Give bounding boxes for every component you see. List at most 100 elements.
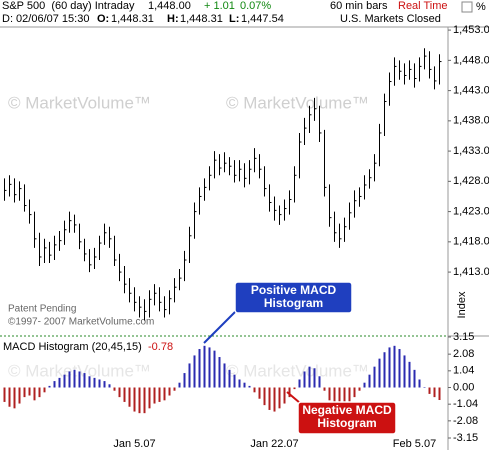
histogram-bar	[383, 352, 386, 388]
histogram-bar	[93, 377, 96, 388]
histogram-bar	[163, 387, 166, 401]
x-tick-label: Feb 5.07	[393, 438, 436, 450]
y-tick-label: 3.15	[453, 331, 474, 343]
histogram-bar	[113, 387, 116, 391]
histogram-bar	[438, 387, 441, 401]
histogram-bar	[358, 387, 361, 391]
histogram-bar	[208, 347, 211, 388]
y-tick-label: 1,443.00	[453, 85, 489, 97]
histogram-bar	[228, 369, 231, 388]
histogram-bar	[78, 371, 81, 388]
histogram-bar	[328, 387, 331, 401]
histogram-bar	[413, 369, 416, 388]
high-label: H:	[167, 13, 179, 25]
watermark: © MarketVolume™	[8, 93, 151, 112]
histogram-bar	[98, 379, 101, 388]
histogram-bar	[428, 387, 431, 394]
feed: Real Time	[398, 0, 448, 12]
histogram-bar	[373, 366, 376, 388]
histogram-bar	[63, 374, 66, 388]
y-tick-label: -3.15	[453, 432, 478, 444]
histogram-bar	[148, 387, 151, 409]
histogram-bar	[33, 387, 36, 401]
histogram-bar	[23, 387, 26, 398]
y-tick-label: 1.04	[453, 365, 474, 377]
histogram-bar	[143, 387, 146, 414]
histogram-bar	[123, 387, 126, 402]
histogram-bar	[278, 387, 281, 409]
histogram-bar	[183, 373, 186, 388]
histogram-bar	[198, 349, 201, 388]
open-label: O:	[97, 13, 109, 25]
note: ©1997- 2007 MarketVolume.com	[8, 317, 154, 328]
histogram-bar	[393, 345, 396, 388]
y-tick-label: 1,418.00	[453, 236, 489, 248]
y-tick-label: 1,413.00	[453, 266, 489, 278]
callout-arrow	[203, 310, 237, 344]
y-tick-label: 1,428.00	[453, 175, 489, 187]
histogram-bar	[323, 387, 326, 391]
histogram-bar	[308, 366, 311, 388]
histogram-bar	[233, 374, 236, 388]
macd-title: MACD Histogram (20,45,15)	[3, 341, 142, 353]
histogram-bar	[273, 387, 276, 412]
y-tick-label: 2.08	[453, 348, 474, 360]
low: 1,447.54	[241, 13, 284, 25]
watermark: © MarketVolume™	[226, 361, 369, 380]
histogram-bar	[168, 387, 171, 396]
histogram-bar	[178, 382, 181, 388]
histogram-bar	[88, 376, 91, 388]
histogram-bar	[238, 379, 241, 388]
histogram-bar	[48, 385, 51, 388]
histogram-bar	[38, 387, 41, 398]
histogram-bar	[268, 387, 271, 410]
histogram-bar	[283, 387, 286, 404]
callout-text: Negative MACD	[302, 403, 392, 417]
axis-label: Index	[456, 291, 468, 318]
histogram-bar	[218, 357, 221, 388]
note: Patent Pending	[8, 304, 76, 315]
histogram-bar	[188, 363, 191, 388]
histogram-bar	[293, 387, 296, 390]
histogram-bar	[303, 371, 306, 388]
y-tick-label: -1.04	[453, 398, 478, 410]
histogram-bar	[138, 387, 141, 414]
callout-arrow	[286, 391, 301, 404]
percent-toggle[interactable]: %	[476, 1, 486, 13]
histogram-bar	[248, 385, 251, 388]
histogram-bar	[378, 358, 381, 388]
histogram-bar	[243, 382, 246, 388]
histogram-bar	[213, 350, 216, 388]
interval: 60 min bars	[330, 0, 388, 12]
high: 1,448.31	[180, 13, 223, 25]
histogram-bar	[58, 377, 61, 388]
y-tick-label: 0.00	[453, 381, 474, 393]
histogram-bar	[313, 368, 316, 388]
histogram-bar	[288, 387, 291, 398]
histogram-bar	[333, 387, 336, 407]
y-tick-label: 1,438.00	[453, 115, 489, 127]
callout-box	[234, 281, 353, 314]
percent-checkbox[interactable]	[461, 1, 473, 13]
y-tick-label: 1,433.00	[453, 145, 489, 157]
histogram-bar	[133, 387, 136, 412]
callout-box	[297, 401, 397, 435]
histogram-bar	[118, 387, 121, 398]
y-tick-label: 1,423.00	[453, 205, 489, 217]
histogram-bar	[433, 387, 436, 398]
histogram-bar	[343, 387, 346, 407]
histogram-bar	[348, 387, 351, 402]
histogram-bar	[403, 355, 406, 388]
low-label: L:	[229, 13, 239, 25]
date: D: 02/06/07 15:30	[2, 13, 89, 25]
histogram-bar	[193, 355, 196, 388]
histogram-bar	[128, 387, 131, 407]
histogram-bar	[298, 379, 301, 388]
histogram-bar	[53, 381, 56, 388]
histogram-bar	[108, 384, 111, 388]
histogram-bar	[103, 381, 106, 388]
